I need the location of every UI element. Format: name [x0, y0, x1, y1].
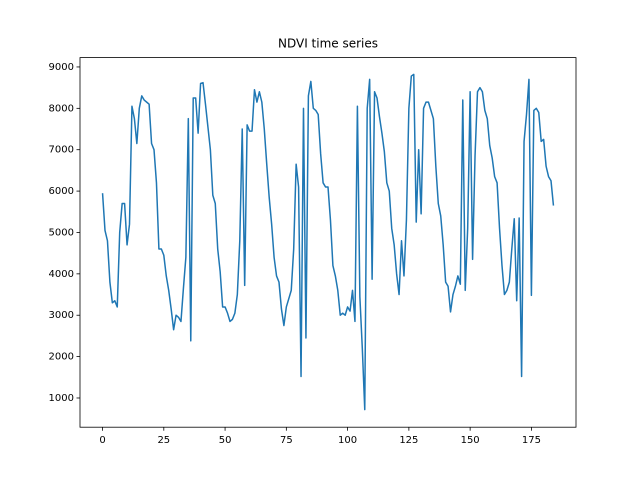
x-tick-label: 100	[338, 435, 357, 446]
x-tick-label: 25	[157, 435, 170, 446]
y-tick-label: 3000	[49, 310, 74, 321]
chart-title: NDVI time series	[278, 37, 378, 51]
y-tick-label: 9000	[49, 62, 74, 73]
x-tick-label: 175	[522, 435, 541, 446]
x-tick-label: 50	[219, 435, 232, 446]
y-tick-label: 4000	[49, 269, 74, 280]
y-tick-label: 6000	[49, 186, 74, 197]
x-tick-label: 150	[461, 435, 480, 446]
plot-frame	[79, 57, 577, 428]
y-tick-label: 2000	[49, 352, 74, 363]
x-tick-label: 75	[280, 435, 293, 446]
y-tick-label: 7000	[49, 145, 74, 156]
x-tick-label: 0	[99, 435, 105, 446]
y-tick-label: 8000	[49, 103, 74, 114]
y-tick-label: 5000	[49, 227, 74, 238]
y-tick-label: 1000	[49, 393, 74, 404]
x-tick-label: 125	[399, 435, 418, 446]
data-line	[101, 73, 555, 411]
